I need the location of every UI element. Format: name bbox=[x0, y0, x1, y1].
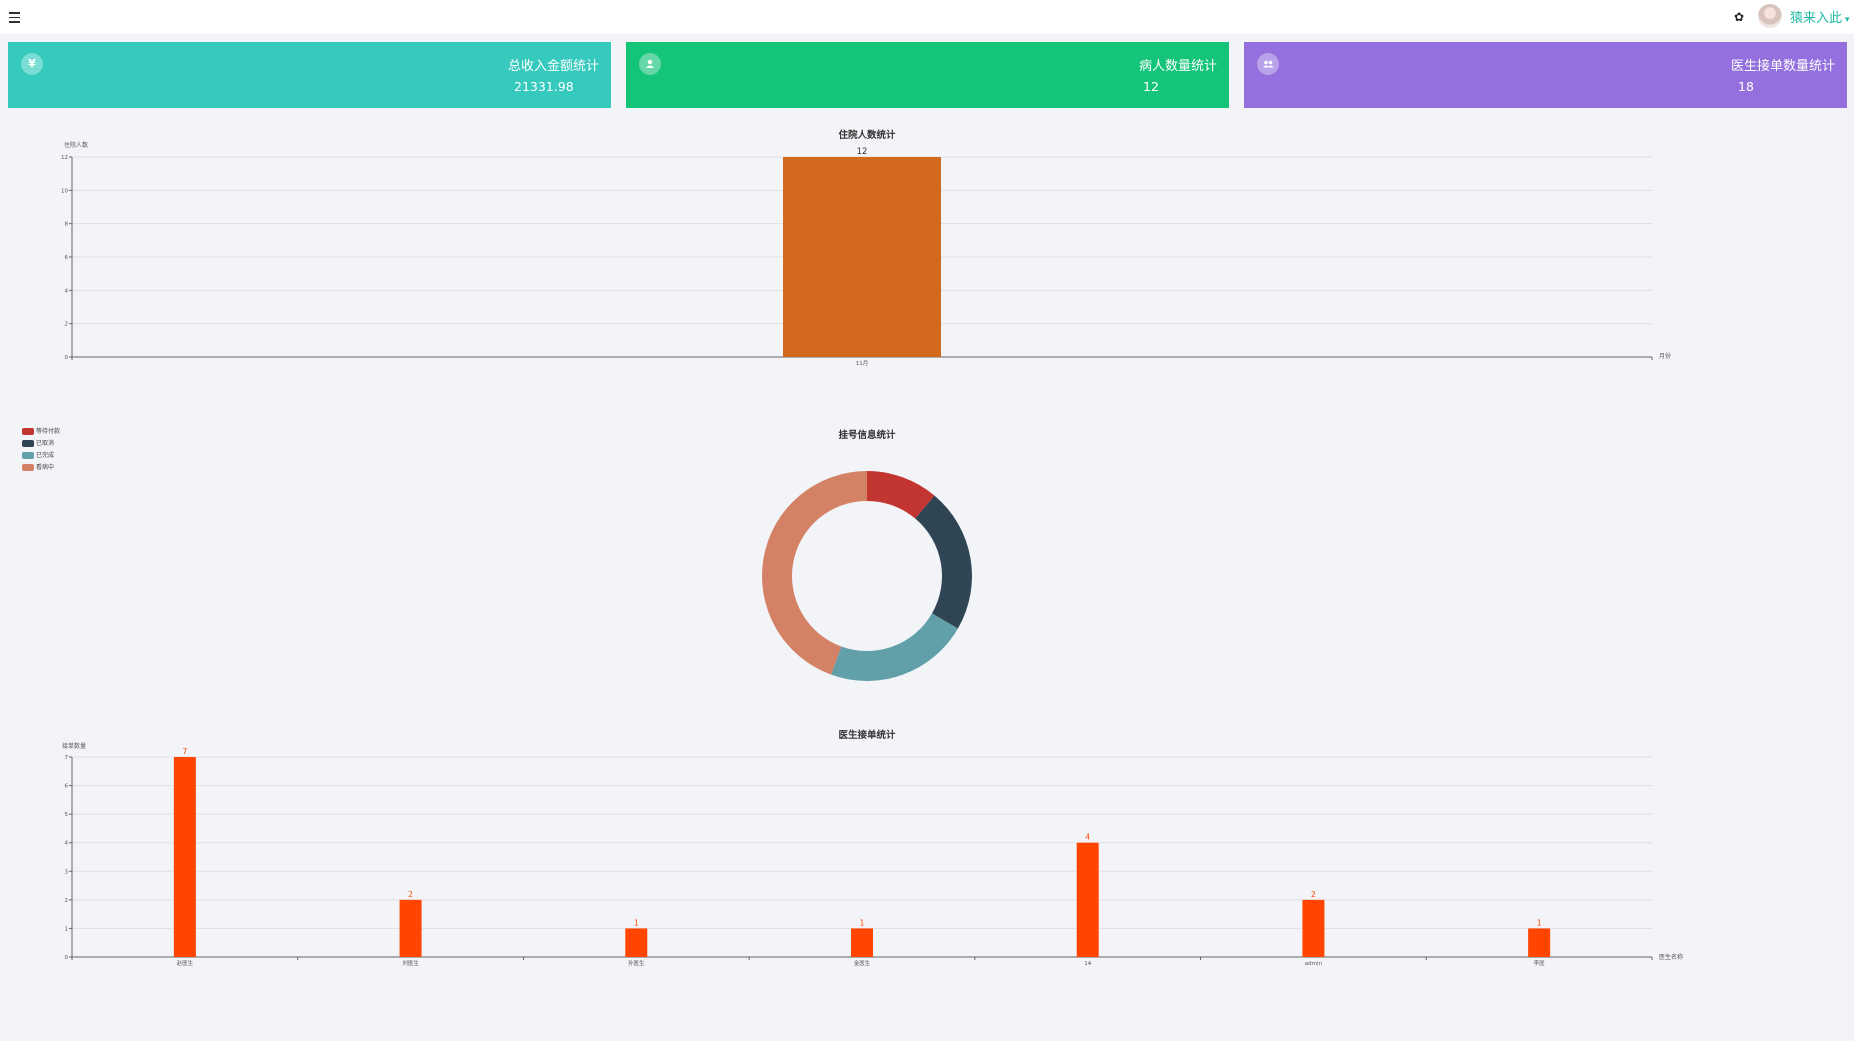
bar bbox=[399, 899, 422, 957]
doctor-orders-y-axis-name: 接单数量 bbox=[62, 743, 87, 750]
y-tick-label: 0 bbox=[65, 355, 69, 361]
bar bbox=[1528, 928, 1551, 957]
y-tick-label: 4 bbox=[65, 841, 69, 847]
yen-icon: ¥ bbox=[21, 53, 43, 75]
x-tick-label: 孙医生 bbox=[628, 959, 645, 967]
legend-label: 已取消 bbox=[36, 440, 55, 447]
y-tick-label: 6 bbox=[65, 255, 69, 261]
bar-value-label: 2 bbox=[408, 890, 413, 899]
income-stat-card: ¥ 总收入金额统计 21331.98 bbox=[8, 42, 611, 108]
card-title: 医生接单数量统计 bbox=[1730, 59, 1835, 74]
donut-slice bbox=[761, 471, 867, 675]
legend-swatch bbox=[22, 452, 34, 459]
legend-item[interactable]: 等待付款 bbox=[22, 428, 60, 440]
donut-slice bbox=[867, 471, 935, 519]
bar bbox=[851, 928, 873, 957]
x-tick-label: admin bbox=[1305, 961, 1323, 967]
bar-value-label: 1 bbox=[1537, 918, 1542, 927]
inpatient-chart-title: 住院人数统计 bbox=[838, 130, 896, 141]
bar-value-label: 2 bbox=[1311, 890, 1316, 899]
card-title: 总收入金额统计 bbox=[507, 59, 599, 74]
x-tick-label: 14 bbox=[1084, 961, 1091, 967]
y-tick-label: 4 bbox=[65, 288, 69, 294]
x-tick-label: 金医生 bbox=[854, 959, 871, 967]
hamburger-icon[interactable] bbox=[9, 9, 23, 25]
donut-slice bbox=[831, 613, 958, 681]
x-tick-label: 赵医生 bbox=[177, 959, 194, 967]
legend-swatch bbox=[22, 440, 34, 447]
bar-value-label: 4 bbox=[1085, 833, 1090, 842]
card-value: 18 bbox=[1738, 79, 1754, 94]
legend-swatch bbox=[22, 428, 34, 435]
user-menu[interactable]: 猿来入此 ▾ bbox=[1790, 7, 1850, 26]
y-tick-label: 1 bbox=[65, 926, 69, 932]
x-tick-label: 李医 bbox=[1534, 959, 1546, 967]
y-tick-label: 0 bbox=[65, 955, 69, 961]
legend-item[interactable]: 已完成 bbox=[22, 452, 60, 464]
registration-chart-title: 挂号信息统计 bbox=[838, 430, 896, 441]
bar bbox=[1076, 842, 1099, 957]
doctor-orders-chart-title: 医生接单统计 bbox=[838, 730, 896, 741]
card-value: 21331.98 bbox=[514, 79, 574, 94]
legend-label: 看病中 bbox=[36, 464, 55, 471]
x-tick-label: 刘医生 bbox=[402, 959, 419, 967]
y-tick-label: 12 bbox=[61, 155, 68, 161]
donut-slice bbox=[915, 495, 972, 629]
y-tick-label: 10 bbox=[61, 188, 68, 194]
legend-item[interactable]: 已取消 bbox=[22, 440, 60, 452]
bar bbox=[1302, 899, 1325, 957]
bar-value-label: 1 bbox=[860, 918, 865, 927]
bar bbox=[783, 157, 941, 357]
bar-value-label: 12 bbox=[857, 147, 868, 157]
bar-value-label: 7 bbox=[182, 747, 187, 756]
legend-label: 等待付款 bbox=[36, 428, 61, 435]
legend-item[interactable]: 看病中 bbox=[22, 464, 60, 476]
card-title: 病人数量统计 bbox=[1138, 59, 1217, 74]
inpatient-y-axis-name: 住院人数 bbox=[64, 142, 89, 149]
avatar[interactable] bbox=[1758, 4, 1782, 28]
patient-stat-card: 病人数量统计 12 bbox=[626, 42, 1229, 108]
bar bbox=[625, 928, 648, 957]
bar bbox=[173, 757, 196, 957]
y-tick-label: 3 bbox=[65, 869, 69, 875]
chevron-down-icon: ▾ bbox=[1845, 15, 1850, 25]
y-tick-label: 2 bbox=[65, 322, 69, 328]
doctor-orders-stat-card: 医生接单数量统计 18 bbox=[1244, 42, 1847, 108]
y-tick-label: 8 bbox=[65, 222, 69, 228]
y-tick-label: 5 bbox=[65, 812, 69, 818]
doctor-orders-x-axis-name: 医生名称 bbox=[1659, 954, 1684, 961]
legend-label: 已完成 bbox=[36, 452, 55, 459]
card-value: 12 bbox=[1143, 79, 1159, 94]
user-icon bbox=[639, 53, 661, 75]
y-tick-label: 6 bbox=[65, 784, 69, 790]
username-label: 猿来入此 bbox=[1790, 11, 1843, 26]
registration-legend: 等待付款 已取消 已完成 看病中 bbox=[22, 428, 60, 476]
bar-value-label: 1 bbox=[634, 918, 639, 927]
y-tick-label: 7 bbox=[65, 755, 69, 761]
inpatient-x-axis-name: 月份 bbox=[1659, 353, 1672, 360]
x-tick-label: 11月 bbox=[856, 360, 869, 367]
top-bar: ✿ 猿来入此 ▾ bbox=[0, 0, 1854, 34]
palette-icon[interactable]: ✿ bbox=[1733, 10, 1745, 24]
users-icon bbox=[1257, 53, 1279, 75]
legend-swatch bbox=[22, 464, 34, 471]
y-tick-label: 2 bbox=[65, 898, 69, 904]
